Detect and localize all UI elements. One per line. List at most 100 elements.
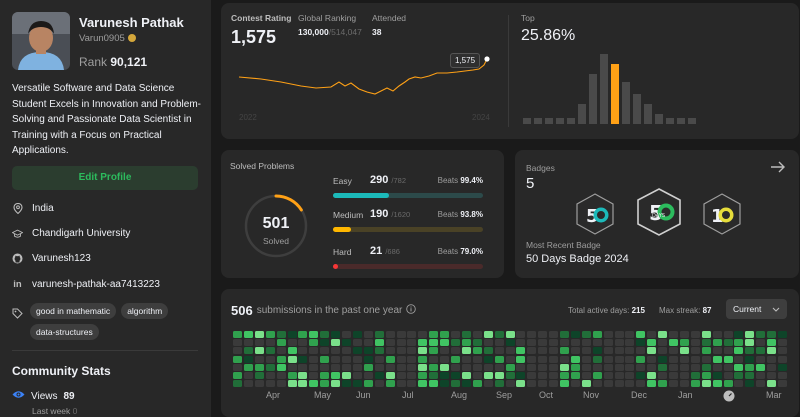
heatmap-cell[interactable] [625,372,635,379]
heatmap-cell[interactable] [701,347,711,355]
heatmap-cell[interactable] [440,380,450,388]
heatmap-cell[interactable] [701,355,711,363]
heatmap-cell[interactable] [396,380,406,388]
heatmap-cell[interactable] [483,380,493,388]
heatmap-cell[interactable] [265,363,275,371]
heatmap-cell[interactable] [309,363,319,371]
heatmap-cell[interactable] [451,347,460,355]
heatmap-cell[interactable] [658,331,668,338]
skill-tag[interactable]: data-structures [30,324,99,340]
heatmap-cell[interactable] [516,339,526,347]
heatmap-cell[interactable] [254,331,264,338]
heatmap-cell[interactable] [560,355,569,363]
heatmap-cell[interactable] [396,372,406,379]
heatmap-cell[interactable] [712,363,722,371]
heatmap-cell[interactable] [614,380,624,388]
heatmap-cell[interactable] [679,363,689,371]
heatmap-cell[interactable] [309,347,319,355]
heatmap-cell[interactable] [690,372,700,379]
heatmap-cell[interactable] [287,380,297,388]
heatmap-cell[interactable] [440,339,450,347]
heatmap-cell[interactable] [756,347,766,355]
heatmap-cell[interactable] [625,355,635,363]
heatmap-cell[interactable] [418,363,428,371]
heatmap-cell[interactable] [494,363,504,371]
heatmap-cell[interactable] [647,355,657,363]
heatmap-cell[interactable] [374,347,384,355]
heatmap-cell[interactable] [440,347,450,355]
heatmap-cell[interactable] [254,355,264,363]
heatmap-cell[interactable] [243,339,253,347]
heatmap-cell[interactable] [276,372,286,379]
heatmap-cell[interactable] [625,363,635,371]
heatmap-cell[interactable] [451,355,460,363]
heatmap-cell[interactable] [418,331,428,338]
heatmap-cell[interactable] [461,372,471,379]
heatmap-cell[interactable] [734,380,744,388]
heatmap-cell[interactable] [298,363,308,371]
heatmap-cell[interactable] [745,372,755,379]
heatmap-cell[interactable] [385,339,395,347]
heatmap-cell[interactable] [331,363,341,371]
heatmap-cell[interactable] [483,372,493,379]
heatmap-cell[interactable] [320,363,330,371]
heatmap-cell[interactable] [494,372,504,379]
heatmap-cell[interactable] [549,347,559,355]
heatmap-cell[interactable] [331,331,341,338]
heatmap-cell[interactable] [320,339,330,347]
heatmap-cell[interactable] [767,355,777,363]
submission-heatmap[interactable] [233,331,789,388]
heatmap-cell[interactable] [309,372,319,379]
heatmap-cell[interactable] [276,363,286,371]
heatmap-cell[interactable] [483,355,493,363]
heatmap-cell[interactable] [592,339,602,347]
heatmap-cell[interactable] [472,355,482,363]
solved-progress-ring[interactable] [243,193,309,259]
heatmap-cell[interactable] [352,331,362,338]
heatmap-cell[interactable] [527,339,537,347]
heatmap-cell[interactable] [538,372,548,379]
heatmap-cell[interactable] [243,372,253,379]
heatmap-cell[interactable] [516,363,526,371]
heatmap-cell[interactable] [472,380,482,388]
heatmap-cell[interactable] [658,380,668,388]
avatar[interactable] [12,12,70,70]
heatmap-cell[interactable] [690,347,700,355]
heatmap-cell[interactable] [483,331,493,338]
heatmap-cell[interactable] [570,380,580,388]
heatmap-cell[interactable] [723,339,733,347]
heatmap-cell[interactable] [461,339,471,347]
heatmap-cell[interactable] [363,355,373,363]
heatmap-cell[interactable] [701,363,711,371]
heatmap-cell[interactable] [320,380,330,388]
github-row[interactable]: Varunesh123 [12,253,91,264]
heatmap-cell[interactable] [767,339,777,347]
heatmap-cell[interactable] [549,363,559,371]
heatmap-cell[interactable] [592,347,602,355]
heatmap-cell[interactable] [276,355,286,363]
heatmap-cell[interactable] [636,363,646,371]
heatmap-cell[interactable] [320,372,330,379]
heatmap-cell[interactable] [679,380,689,388]
heatmap-cell[interactable] [396,355,406,363]
heatmap-cell[interactable] [625,347,635,355]
heatmap-cell[interactable] [734,372,744,379]
heatmap-cell[interactable] [320,331,330,338]
heatmap-cell[interactable] [440,363,450,371]
heatmap-cell[interactable] [690,339,700,347]
heatmap-cell[interactable] [549,339,559,347]
heatmap-cell[interactable] [625,380,635,388]
heatmap-cell[interactable] [331,372,341,379]
heatmap-cell[interactable] [756,355,766,363]
heatmap-cell[interactable] [767,363,777,371]
rating-histogram[interactable] [519,48,697,128]
heatmap-cell[interactable] [342,347,351,355]
heatmap-cell[interactable] [581,339,591,347]
heatmap-cell[interactable] [429,372,439,379]
heatmap-cell[interactable] [342,331,351,338]
heatmap-cell[interactable] [331,355,341,363]
heatmap-cell[interactable] [352,355,362,363]
badge-50-days-icon[interactable]: 5 [574,193,616,235]
badge-100-days-icon[interactable]: 1 [701,193,743,235]
heatmap-cell[interactable] [745,339,755,347]
